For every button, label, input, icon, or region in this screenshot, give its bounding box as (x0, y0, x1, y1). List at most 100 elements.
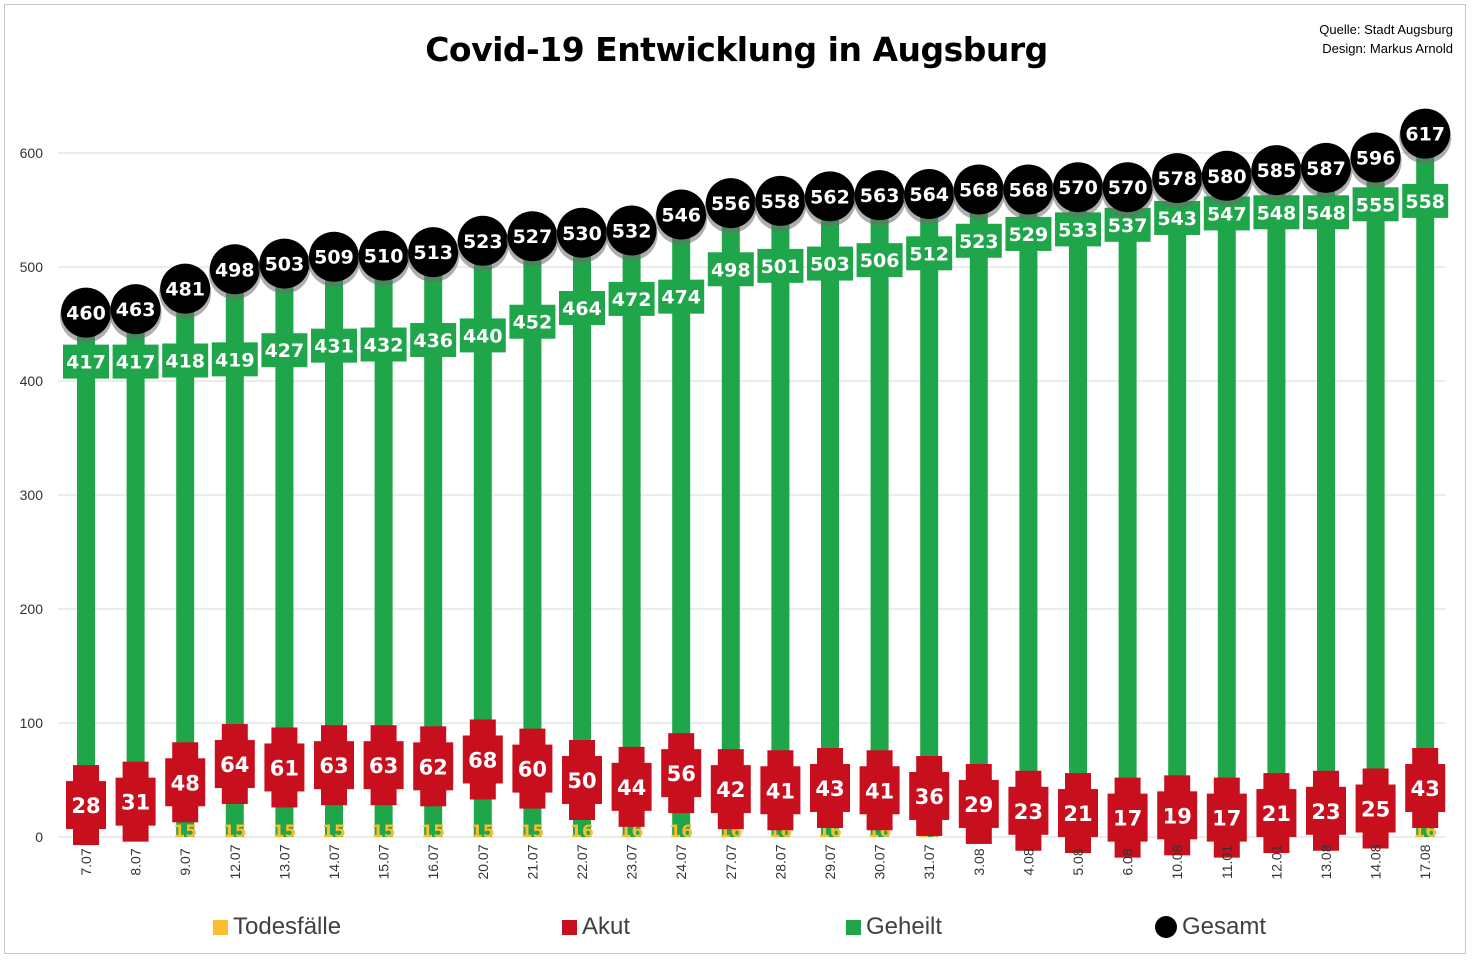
akut-marker: 44 (611, 746, 652, 827)
gesamt-marker-dot (1350, 132, 1401, 183)
gesamt-marker: 498 (208, 244, 261, 300)
geheilt-data-label: 498 (711, 259, 751, 281)
legend-item-akut: Akut (562, 912, 630, 942)
geheilt-label-bg (707, 252, 754, 287)
geheilt-label-box: 419 (211, 342, 258, 377)
gesamt-marker-dot (110, 284, 161, 335)
akut-marker: 23 (1008, 770, 1049, 851)
gesamt-marker: 568 (952, 164, 1005, 220)
akut-data-label: 48 (171, 771, 200, 795)
geheilt-label-bg (261, 333, 308, 368)
gesamt-marker: 580 (1200, 150, 1253, 206)
akut-marker: 17 (1206, 777, 1247, 858)
akut-data-label: 63 (319, 754, 348, 778)
gesamt-markers: 460 463 481 498 503 509 510 513 523 527 530 532 546 5… (60, 108, 1452, 343)
gesamt-data-label: 578 (1157, 168, 1197, 190)
geheilt-bar (1416, 133, 1435, 837)
akut-marker: 42 (710, 749, 751, 830)
akut-marker-box (66, 781, 106, 830)
geheilt-label-bg (658, 279, 705, 314)
akut-marker: 61 (264, 727, 305, 808)
gesamt-data-label: 503 (265, 254, 305, 276)
gesamt-marker-dot (755, 175, 806, 226)
geheilt-label-bg (1303, 195, 1349, 230)
geheilt-data-label: 555 (1356, 194, 1396, 216)
geheilt-data-label: 529 (1009, 224, 1049, 246)
todesfaelle-data-label: 16 (620, 822, 644, 842)
akut-marker-box (909, 771, 950, 820)
legend-label: Todesfälle (233, 913, 342, 940)
y-tick-label: 300 (20, 487, 44, 503)
gesamt-marker-dot (457, 215, 508, 266)
gesamt-data-label: 546 (661, 205, 701, 227)
x-tick-label: 16.07 (425, 844, 441, 879)
gesamt-marker: 564 (903, 169, 956, 225)
gesamt-data-label: 587 (1306, 158, 1346, 180)
geheilt-data-label: 537 (1108, 215, 1148, 237)
geheilt-bar (721, 203, 740, 837)
akut-marker-box (810, 763, 850, 812)
geheilt-bar (126, 309, 145, 837)
akut-data-label: 29 (964, 793, 993, 817)
akut-marker: 21 (1256, 773, 1297, 854)
akut-data-label: 23 (1014, 800, 1043, 824)
geheilt-bar (77, 312, 95, 838)
gesamt-marker: 563 (853, 170, 906, 226)
akut-data-label: 64 (220, 753, 249, 777)
geheilt-data-label: 548 (1306, 202, 1346, 224)
todesfaelle-data-label: 15 (471, 822, 495, 842)
akut-data-label: 62 (419, 755, 448, 779)
akut-marker: 63 (314, 725, 354, 806)
akut-data-label: 43 (815, 777, 844, 801)
gesamt-marker-dot (904, 169, 955, 220)
akut-marker-box (314, 741, 354, 790)
gesamt-marker: 503 (258, 238, 311, 294)
akut-marker-box (115, 777, 156, 826)
geheilt-label-box: 452 (509, 304, 556, 339)
gesamt-marker-dot (309, 231, 359, 282)
geheilt-label-bg (311, 328, 357, 363)
x-tick-label: 14.07 (326, 844, 342, 879)
gesamt-marker: 510 (357, 230, 410, 286)
akut-marker: 19 (1157, 775, 1198, 856)
geheilt-bar (1118, 187, 1137, 837)
geheilt-bar (870, 195, 889, 837)
gesamt-marker-dot (358, 230, 409, 281)
gesamt-marker: 481 (159, 263, 212, 319)
gesamt-marker-dot (1400, 108, 1451, 159)
akut-data-label: 21 (1063, 802, 1092, 826)
gesamt-marker: 558 (754, 175, 807, 231)
akut-marker-box (462, 735, 503, 784)
geheilt-data-label: 432 (364, 335, 404, 357)
akut-data-label: 19 (1163, 804, 1192, 828)
todesfaelle-data-label: 15 (223, 822, 247, 842)
x-tick-label: 6.08 (1120, 848, 1136, 875)
gesamt-data-label: 530 (562, 223, 602, 245)
geheilt-label-box: 558 (1402, 183, 1449, 218)
geheilt-label-box: 523 (955, 223, 1002, 258)
gesamt-marker: 509 (308, 231, 360, 287)
geheilt-bar (771, 200, 790, 837)
todesfaelle-data-label: 15 (273, 822, 297, 842)
x-tick-label: 24.07 (673, 844, 689, 879)
akut-data-label: 43 (1411, 777, 1440, 801)
akut-data-label: 23 (1311, 800, 1340, 824)
x-tick-label: 21.07 (524, 844, 540, 879)
gesamt-marker-dot (408, 227, 459, 278)
geheilt-bar (1317, 167, 1335, 837)
geheilt-label-bg (63, 344, 109, 379)
akut-marker: 41 (760, 750, 801, 831)
gesamt-marker: 532 (605, 205, 658, 261)
x-tick-label: 3.08 (971, 848, 987, 875)
akut-data-label: 28 (71, 794, 100, 818)
akut-data-label: 17 (1212, 807, 1241, 831)
geheilt-bar (1267, 170, 1286, 838)
geheilt-label-box: 417 (63, 344, 109, 379)
gesamt-marker: 596 (1349, 132, 1402, 188)
gesamt-marker: 585 (1250, 145, 1303, 201)
geheilt-bar (1366, 157, 1385, 837)
geheilt-data-label: 543 (1157, 208, 1197, 230)
akut-data-label: 68 (468, 748, 497, 772)
geheilt-label-box: 548 (1253, 195, 1300, 230)
gesamt-data-label: 481 (165, 279, 205, 301)
